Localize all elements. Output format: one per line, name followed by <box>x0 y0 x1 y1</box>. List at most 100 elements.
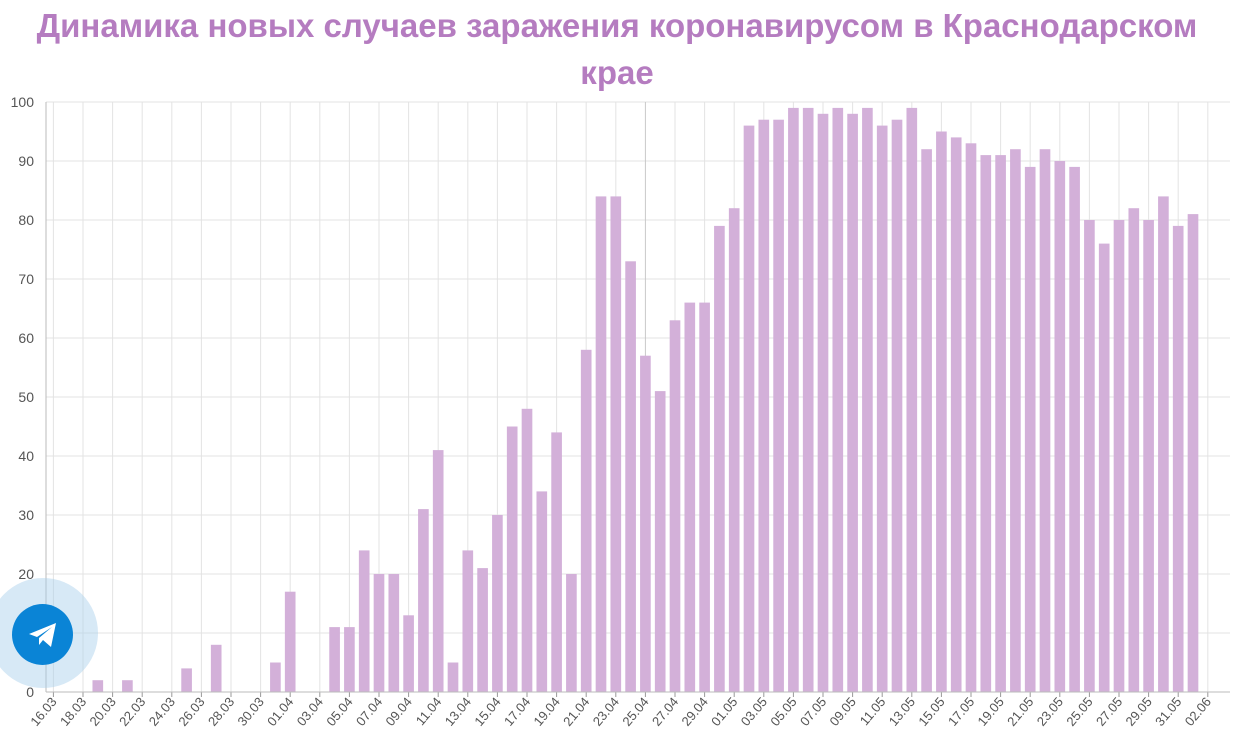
x-tick-label: 19.05 <box>974 694 1006 729</box>
y-tick-label: 20 <box>18 566 34 582</box>
x-tick-label: 13.05 <box>886 694 918 729</box>
bar <box>965 143 977 693</box>
bar <box>1024 166 1036 692</box>
x-tick-label: 01.04 <box>264 694 296 729</box>
bar <box>373 574 385 692</box>
x-tick-label: 23.05 <box>1034 694 1066 729</box>
x-tick-label: 05.04 <box>323 694 355 729</box>
x-tick-label: 26.03 <box>175 694 207 729</box>
x-tick-label: 30.03 <box>234 694 266 729</box>
bar <box>906 107 918 692</box>
chart-title: Динамика новых случаев заражения коронав… <box>36 7 1198 91</box>
bar <box>1054 161 1066 692</box>
bar <box>773 119 784 692</box>
x-tick-label: 07.05 <box>797 694 829 729</box>
bar <box>418 509 429 692</box>
bar <box>1113 220 1125 692</box>
bar <box>832 107 844 692</box>
x-tick-label: 01.05 <box>708 694 740 729</box>
x-tick-label: 15.05 <box>915 694 947 729</box>
grid <box>46 101 1230 693</box>
y-tick-label: 100 <box>11 94 35 110</box>
bar <box>595 196 607 692</box>
bar <box>669 320 681 692</box>
x-tick-label: 27.04 <box>649 694 681 729</box>
x-tick-label: 11.04 <box>413 694 445 728</box>
x-tick-label: 17.04 <box>501 694 533 729</box>
bar <box>1010 149 1021 692</box>
bar <box>344 627 355 692</box>
bar <box>728 208 740 692</box>
bar <box>654 391 666 692</box>
bars <box>92 107 1199 693</box>
x-tick-label: 09.05 <box>826 694 858 729</box>
x-tick-label: 23.04 <box>590 694 622 729</box>
x-tick-label: 21.04 <box>560 694 592 729</box>
bar <box>1172 225 1184 692</box>
bar <box>432 450 444 692</box>
bar <box>462 550 474 692</box>
x-tick-label: 03.05 <box>738 694 770 729</box>
bar <box>610 196 622 692</box>
bar <box>714 225 725 692</box>
bar <box>388 574 400 692</box>
bar <box>1084 220 1095 692</box>
x-tick-label: 13.04 <box>442 694 474 729</box>
x-tick-label: 20.03 <box>86 694 118 729</box>
x-tick-label: 11.05 <box>857 694 889 728</box>
bar <box>521 408 533 692</box>
bar <box>876 125 888 693</box>
bar <box>817 113 829 693</box>
bar <box>181 668 192 692</box>
bar <box>684 302 696 692</box>
telegram-button[interactable] <box>12 604 73 665</box>
bar <box>802 107 814 692</box>
telegram-plane-icon <box>28 622 56 647</box>
x-tick-label: 19.04 <box>530 694 562 729</box>
bar <box>551 432 562 692</box>
x-tick-label: 09.04 <box>382 694 414 729</box>
bar <box>329 627 340 692</box>
x-tick-label: 25.05 <box>1063 694 1095 729</box>
bar <box>1039 149 1051 692</box>
y-tick-label: 70 <box>18 271 34 287</box>
x-tick-label: 05.05 <box>767 694 799 729</box>
bar <box>580 349 592 692</box>
x-tick-label: 31.05 <box>1152 694 1184 729</box>
bar <box>270 662 281 692</box>
bar <box>862 107 873 692</box>
bar <box>1158 196 1169 692</box>
y-tick-label: 60 <box>18 330 34 346</box>
bar <box>1098 243 1110 692</box>
bar <box>210 644 222 692</box>
bar <box>1069 166 1080 692</box>
bar <box>358 550 370 692</box>
bar <box>891 119 903 692</box>
x-tick-label: 18.03 <box>57 694 89 729</box>
y-axis: 0102030405060708090100 <box>11 94 47 700</box>
bar <box>788 107 799 692</box>
x-tick-label: 03.04 <box>294 694 326 729</box>
x-tick-label: 07.04 <box>353 694 385 729</box>
bar <box>936 131 947 692</box>
bar <box>1128 208 1140 692</box>
x-tick-label: 22.03 <box>116 694 148 729</box>
bar <box>950 137 962 692</box>
x-tick-label: 17.05 <box>945 694 977 729</box>
y-tick-label: 50 <box>18 389 34 405</box>
bar <box>743 125 755 693</box>
bar <box>625 261 636 692</box>
bar <box>506 426 518 692</box>
bar <box>477 568 488 692</box>
bar <box>640 355 651 692</box>
bar <box>847 113 858 693</box>
x-axis: 16.0318.0320.0322.0324.0326.0328.0330.03… <box>27 691 1230 729</box>
y-tick-label: 90 <box>18 153 34 169</box>
x-tick-label: 29.04 <box>678 694 710 729</box>
x-tick-label: 24.03 <box>146 694 178 729</box>
x-tick-label: 29.05 <box>1122 694 1154 729</box>
bar <box>92 680 104 692</box>
x-tick-label: 21.05 <box>1004 694 1036 729</box>
bar <box>921 149 932 692</box>
